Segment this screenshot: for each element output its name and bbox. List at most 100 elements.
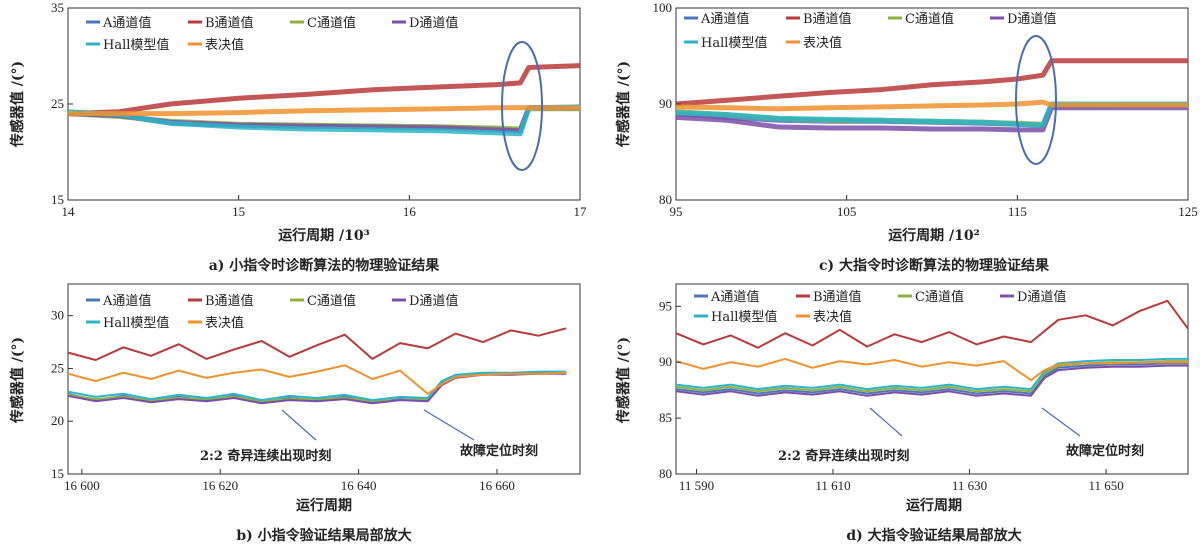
legend-c-C: C通道值 [905, 11, 954, 27]
xtick-label-c: 115 [1008, 204, 1027, 219]
ytick-label-c: 80 [659, 192, 672, 207]
series-d [675, 299, 1189, 397]
xtick-label-d: 11 650 [1088, 478, 1123, 493]
annotation-line-b1 [281, 409, 317, 441]
legend-b-B: B通道值 [205, 293, 254, 309]
annotation-b2: 故障定位时刻 [460, 443, 538, 459]
ytick-label-c: 90 [659, 96, 672, 111]
xtick-label-c: 105 [837, 204, 857, 219]
fault-ellipse-a [501, 41, 543, 171]
legend-b: A通道值 B通道值 C通道值 D通道值 Hall模型值 表决值 [86, 293, 458, 331]
legend-c-vote: 表决值 [803, 35, 842, 51]
xlabel-b: 运行周期 [296, 497, 352, 514]
legend-c-D: D通道值 [1007, 11, 1056, 27]
series-c [675, 58, 1189, 133]
xtick-label-b: 16 660 [479, 478, 515, 493]
legend-d-C: C通道值 [915, 289, 964, 305]
legend-c-hall: Hall模型值 [701, 35, 767, 51]
legend-d-vote: 表决值 [813, 309, 852, 325]
legend-a-A: A通道值 [102, 15, 151, 31]
ylabel-c: 传感器值 /(°) [615, 61, 632, 148]
legend-a: A通道值 B通道值 C通道值 D通道值 Hall模型值 表决值 [86, 15, 458, 53]
ytick-label-a: 25 [51, 96, 64, 111]
annotation-line-d1 [869, 407, 903, 437]
ticks-b: 16 600 16 620 16 640 16 660 15 20 25 30 [51, 308, 515, 493]
xlabel-c: 运行周期 /10² [888, 227, 980, 244]
panel-d: 11 590 11 610 11 630 11 650 80 85 90 95 A通道值 B通… [615, 283, 1189, 544]
legend-b-vote: 表决值 [205, 315, 244, 331]
series-d-A [675, 362, 1188, 395]
series-c-vote [675, 99, 1188, 112]
caption-c: c) 大指令时诊断算法的物理验证结果 [819, 257, 1050, 274]
ytick-label-b: 30 [51, 308, 64, 323]
caption-d: d) 大指令验证结果局部放大 [846, 527, 1021, 544]
series-d-D [675, 364, 1188, 397]
series-b-B [67, 327, 567, 361]
legend-a-C: C通道值 [307, 15, 356, 31]
panel-c: 95 105 115 125 80 90 100 A通道值 B通道值 C通道值 D通道值 H… [615, 0, 1198, 274]
series-b-hall [67, 370, 567, 402]
legend-a-D: D通道值 [409, 15, 458, 31]
xtick-label-d: 11 590 [679, 478, 714, 493]
legend-d-B: B通道值 [813, 289, 862, 305]
xtick-label-a: 16 [403, 204, 417, 219]
caption-a: a) 小指令时诊断算法的物理验证结果 [209, 257, 441, 274]
series-d-B [675, 299, 1189, 349]
xtick-label-b: 16 600 [64, 478, 100, 493]
xlabel-d: 运行周期 [906, 497, 962, 514]
series-c-B [675, 58, 1188, 107]
ytick-label-d: 90 [659, 354, 672, 369]
annotation-d1: 2:2 奇异连续出现时刻 [778, 448, 909, 464]
series-a [67, 63, 581, 137]
legend-a-hall: Hall模型值 [103, 37, 169, 53]
series-d-vote [675, 357, 1188, 382]
legend-c-A: A通道值 [700, 11, 749, 27]
ytick-label-a: 35 [51, 0, 64, 15]
legend-b-A: A通道值 [102, 293, 151, 309]
ticks-c: 95 105 115 125 80 90 100 [653, 0, 1198, 219]
legend-a-vote: 表决值 [205, 37, 244, 53]
ytick-label-d: 95 [659, 298, 672, 313]
legend-a-B: B通道值 [205, 15, 254, 31]
ytick-label-d: 85 [659, 410, 672, 425]
xtick-label-b: 16 620 [202, 478, 238, 493]
legend-d: A通道值 B通道值 C通道值 D通道值 Hall模型值 表决值 [694, 289, 1066, 325]
ylabel-b: 传感器值 /(°) [9, 337, 26, 424]
fault-ellipse-c [1015, 35, 1057, 165]
series-a-vote [68, 105, 580, 117]
ytick-label-b: 15 [51, 466, 64, 481]
ytick-label-b: 20 [51, 413, 64, 428]
ylabel-a: 传感器值 /(°) [9, 61, 26, 148]
xtick-label-c: 95 [670, 204, 683, 219]
plot-area-a [67, 7, 581, 201]
legend-b-C: C通道值 [307, 293, 356, 309]
ytick-label-a: 15 [51, 192, 64, 207]
legend-c: A通道值 B通道值 C通道值 D通道值 Hall模型值 表决值 [684, 11, 1056, 51]
xtick-label-a: 14 [62, 204, 76, 219]
annotation-line-d2 [1041, 407, 1081, 437]
xtick-label-a: 15 [232, 204, 245, 219]
series-b [67, 327, 567, 405]
ytick-label-c: 100 [653, 0, 673, 15]
annotation-line-b2 [423, 409, 475, 441]
ticks-d: 11 590 11 610 11 630 11 650 80 85 90 95 [659, 298, 1124, 493]
xtick-label-d: 11 630 [952, 478, 987, 493]
legend-d-D: D通道值 [1017, 289, 1066, 305]
legend-c-B: B通道值 [803, 11, 852, 27]
series-b-vote [67, 364, 567, 395]
ytick-label-d: 80 [659, 466, 672, 481]
xtick-label-d: 11 610 [815, 478, 850, 493]
xtick-label-c: 125 [1178, 204, 1198, 219]
legend-b-D: D通道值 [409, 293, 458, 309]
plot-area-d [675, 283, 1189, 475]
series-a-hall [67, 104, 581, 137]
ylabel-d: 传感器值 /(°) [615, 337, 632, 424]
panel-b: 16 600 16 620 16 640 16 660 15 20 25 30 A通道值 B通… [9, 283, 581, 544]
ytick-label-b: 25 [51, 360, 64, 375]
annotation-b1: 2:2 奇异连续出现时刻 [200, 448, 331, 464]
series-a-B [67, 63, 581, 117]
legend-d-hall: Hall模型值 [711, 309, 777, 325]
